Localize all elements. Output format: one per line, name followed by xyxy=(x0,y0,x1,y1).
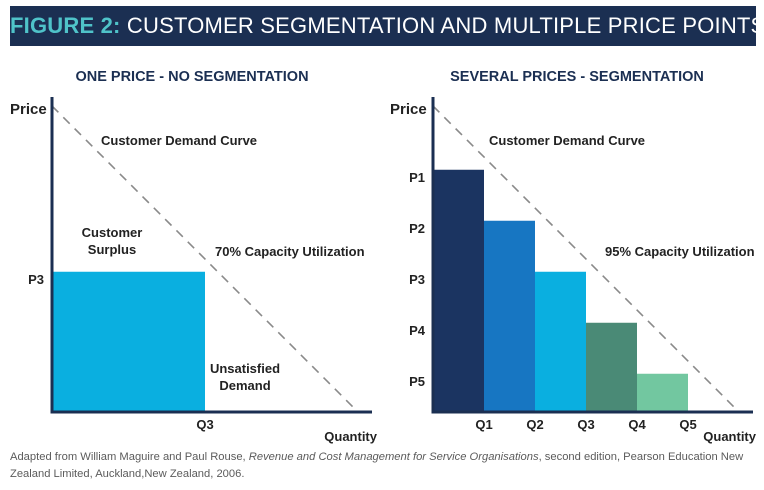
y-tick-p5: P5 xyxy=(409,374,425,389)
y-tick-p1: P1 xyxy=(409,170,425,185)
demand-curve-label: Customer Demand Curve xyxy=(489,133,645,148)
chart-title: ONE PRICE - NO SEGMENTATION xyxy=(75,69,308,85)
x-tick-q4: Q4 xyxy=(628,417,646,432)
x-tick-q2: Q2 xyxy=(526,417,543,432)
footnote-text-end: , second edition, Pearson Education New … xyxy=(10,451,744,480)
x-tick-q5: Q5 xyxy=(679,417,696,432)
customer-surplus-label: Customer xyxy=(82,225,143,240)
x-axis-label: Quantity xyxy=(324,429,377,444)
y-tick-p3: P3 xyxy=(28,272,44,287)
y-tick-p4: P4 xyxy=(409,323,426,338)
y-axis-label: Price xyxy=(390,101,427,118)
unsatisfied-demand-label-2: Demand xyxy=(219,378,270,393)
chart-title: SEVERAL PRICES - SEGMENTATION xyxy=(450,69,704,85)
demand-curve-label: Customer Demand Curve xyxy=(101,133,257,148)
y-axis-label: Price xyxy=(10,101,47,118)
chart-several-prices: SEVERAL PRICES - SEGMENTATION Price Quanti… xyxy=(390,69,757,444)
demand-curve-line xyxy=(51,105,359,413)
bar-p2 xyxy=(484,220,535,412)
bar-p4 xyxy=(586,322,637,412)
footnote-book-title: Revenue and Cost Management for Service … xyxy=(248,451,539,463)
figure-number: FIGURE 2: xyxy=(10,13,121,38)
y-tick-p2: P2 xyxy=(409,221,425,236)
x-tick-q3: Q3 xyxy=(577,417,594,432)
demand-curve-line xyxy=(432,105,740,413)
figure-banner: FIGURE 2: CUSTOMER SEGMENTATION AND MULT… xyxy=(10,6,764,46)
capacity-utilization-label: 95% Capacity Utilization xyxy=(605,244,755,259)
x-axis-label: Quantity xyxy=(703,429,756,444)
figure-title: CUSTOMER SEGMENTATION AND MULTIPLE PRICE… xyxy=(126,13,764,38)
unsatisfied-demand-label: Unsatisfied xyxy=(210,361,280,376)
capacity-utilization-label: 70% Capacity Utilization xyxy=(215,244,365,259)
bar-p5 xyxy=(637,373,688,412)
chart-one-price: ONE PRICE - NO SEGMENTATION Price Quantity… xyxy=(10,69,378,444)
source-footnote: Adapted from William Maguire and Paul Ro… xyxy=(10,449,756,483)
y-tick-p3: P3 xyxy=(409,272,425,287)
bar-p1 xyxy=(433,169,484,412)
footnote-text: Adapted from William Maguire and Paul Ro… xyxy=(10,451,249,463)
bar-p3 xyxy=(535,271,586,412)
x-tick-q1: Q1 xyxy=(475,417,492,432)
x-tick-q3: Q3 xyxy=(196,417,213,432)
bar-p3 xyxy=(52,271,205,412)
customer-surplus-label-2: Surplus xyxy=(88,242,136,257)
charts-canvas: ONE PRICE - NO SEGMENTATION Price Quantity… xyxy=(10,69,757,444)
